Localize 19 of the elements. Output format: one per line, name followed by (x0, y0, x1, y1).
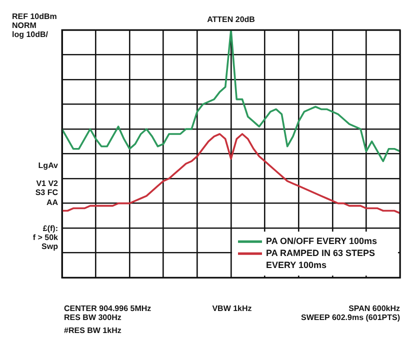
text: SPAN 600kHz (348, 304, 400, 314)
text: VBW 1kHz (212, 304, 252, 314)
text: REF 10dBm (12, 12, 57, 22)
text: #RES BW 1kHz (64, 326, 122, 336)
text: log 10dB/ (12, 30, 49, 40)
text: NORM (12, 21, 37, 30)
text: RES BW 300Hz (64, 313, 122, 322)
text: SWEEP 602.9ms (601PTS) (300, 313, 400, 322)
text: S3 FC (35, 188, 58, 198)
text: AA (46, 198, 58, 208)
text: £(f): (42, 224, 58, 234)
legend-label: PA ON/OFF EVERY 100ms (266, 236, 378, 246)
text: CENTER 904.996 5MHz (64, 304, 152, 314)
legend-label: PA RAMPED IN 63 STEPS EVERY 100ms (266, 248, 376, 270)
text: Swp (42, 242, 58, 252)
text: LgAv (38, 161, 59, 170)
text: ATTEN 20dB (207, 15, 256, 24)
text: V1 V2 (36, 179, 59, 188)
text: f > 50k (32, 233, 59, 242)
